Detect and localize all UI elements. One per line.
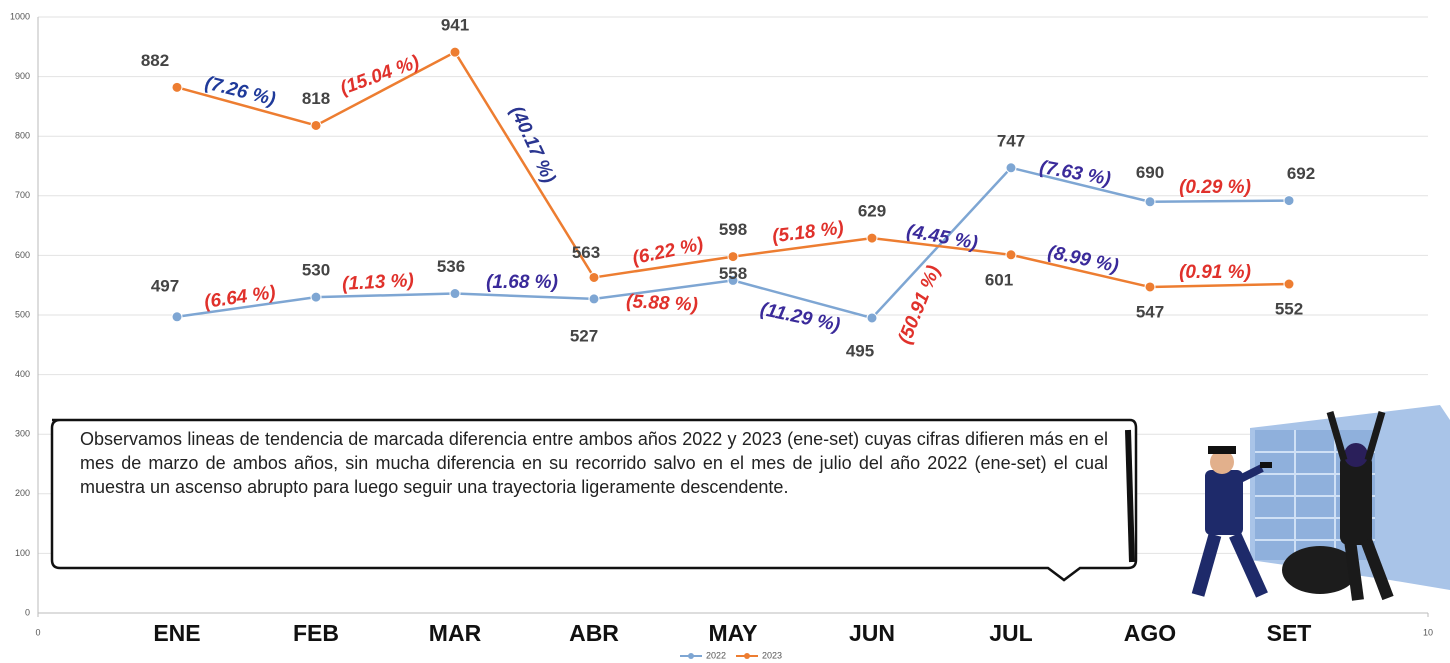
- y-tick-label: 900: [15, 71, 30, 81]
- data-label: 527: [570, 326, 598, 345]
- month-label: MAR: [429, 620, 482, 646]
- data-label: 690: [1136, 163, 1164, 182]
- chart: 0 100 200 300 400 500 600 700 800 900 1000 0 10 ENE F…: [0, 0, 1450, 663]
- month-label: FEB: [293, 620, 339, 646]
- point: [172, 312, 182, 322]
- y-tick-label: 1000: [10, 11, 30, 21]
- month-label: ENE: [153, 620, 200, 646]
- x-tick-label: 0: [35, 627, 40, 637]
- data-label: 747: [997, 131, 1025, 150]
- data-label: 882: [141, 51, 169, 70]
- callout-text: Observamos lineas de tendencia de marcad…: [80, 427, 1108, 499]
- point: [1284, 196, 1294, 206]
- point: [1145, 282, 1155, 292]
- change-annotation: (7.63 %): [1038, 157, 1112, 190]
- x-tick-label: 10: [1423, 627, 1433, 637]
- month-label: SET: [1267, 620, 1312, 646]
- data-label: 552: [1275, 299, 1303, 318]
- data-label: 558: [719, 264, 747, 283]
- change-annotation: (0.29 %): [1179, 177, 1251, 198]
- change-annotation: (50.91 %): [894, 263, 944, 347]
- y-tick-label: 600: [15, 250, 30, 260]
- point: [450, 47, 460, 57]
- change-annotation: (5.88 %): [626, 291, 699, 316]
- change-annotation: (1.13 %): [342, 270, 415, 295]
- legend-label: 2022: [706, 650, 726, 660]
- change-annotation: (6.22 %): [631, 234, 706, 269]
- point: [1145, 197, 1155, 207]
- y-tick-label: 700: [15, 190, 30, 200]
- callout-shadow: [1128, 430, 1132, 562]
- y-tick-label: 200: [15, 488, 30, 498]
- change-annotation: (0.91 %): [1179, 262, 1251, 283]
- data-label: 547: [1136, 302, 1164, 321]
- legend-marker: [744, 653, 750, 659]
- line: [177, 168, 1289, 318]
- y-tick-label: 100: [15, 548, 30, 558]
- point: [589, 272, 599, 282]
- y-tick-label: 0: [25, 607, 30, 617]
- data-label: 530: [302, 261, 330, 280]
- data-label: 941: [441, 16, 469, 35]
- month-label: AGO: [1124, 620, 1176, 646]
- y-tick-label: 400: [15, 369, 30, 379]
- y-tick-label: 500: [15, 309, 30, 319]
- change-annotation: (1.68 %): [486, 272, 558, 293]
- point: [867, 233, 877, 243]
- change-annotation: (11.29 %): [758, 299, 842, 336]
- point: [311, 292, 321, 302]
- point: [728, 252, 738, 262]
- y-tick-label: 800: [15, 131, 30, 141]
- month-label: JUN: [849, 620, 895, 646]
- data-label: 818: [302, 89, 330, 108]
- legend-label: 2023: [762, 650, 782, 660]
- data-label: 495: [846, 341, 874, 360]
- data-label: 601: [985, 270, 1013, 289]
- point: [311, 120, 321, 130]
- page: 0 100 200 300 400 500 600 700 800 900 1000 0 10 ENE F…: [0, 0, 1450, 663]
- legend-marker: [688, 653, 694, 659]
- data-label: 629: [858, 202, 886, 221]
- month-label: MAY: [709, 620, 758, 646]
- point: [1284, 279, 1294, 289]
- data-label: 563: [572, 243, 600, 262]
- change-annotation: (4.45 %): [905, 221, 979, 254]
- point: [1006, 250, 1016, 260]
- y-tick-label: 300: [15, 429, 30, 439]
- data-label: 536: [437, 257, 465, 276]
- month-label: ABR: [569, 620, 619, 646]
- point: [450, 289, 460, 299]
- point: [589, 294, 599, 304]
- data-label: 497: [151, 276, 179, 295]
- point: [867, 313, 877, 323]
- month-label: JUL: [989, 620, 1032, 646]
- point: [172, 82, 182, 92]
- data-label: 598: [719, 220, 747, 239]
- data-label: 692: [1287, 164, 1315, 183]
- point: [1006, 163, 1016, 173]
